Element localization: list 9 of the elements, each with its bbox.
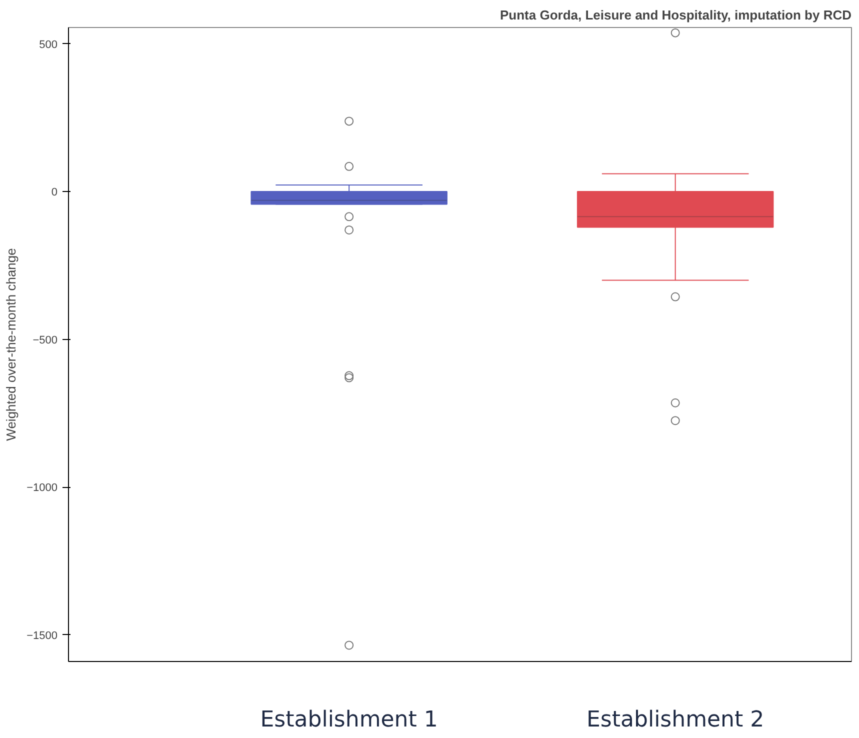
- y-axis-title: Weighted over-the-month change: [4, 248, 19, 441]
- y-tick-label: −500: [32, 334, 58, 346]
- x-tick-label: Establishment 1: [260, 708, 438, 732]
- y-tick-label: −1000: [26, 482, 58, 494]
- y-tick-label: −1500: [26, 630, 58, 642]
- x-tick-label: Establishment 2: [586, 708, 764, 732]
- y-tick-label: 0: [51, 186, 58, 199]
- y-tick-label: 500: [39, 38, 58, 51]
- chart-title: Punta Gorda, Leisure and Hospitality, imputation by RCD: [500, 8, 852, 22]
